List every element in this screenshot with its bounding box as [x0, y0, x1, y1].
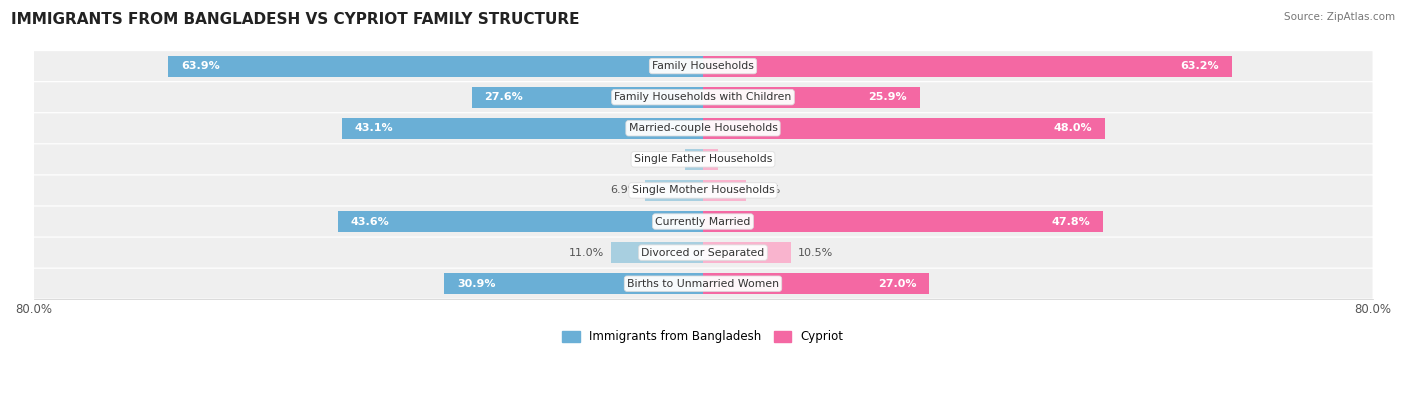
- Text: 47.8%: 47.8%: [1052, 216, 1091, 226]
- Bar: [703, 180, 745, 201]
- Text: Single Father Households: Single Father Households: [634, 154, 772, 164]
- Text: Married-couple Households: Married-couple Households: [628, 123, 778, 133]
- Bar: [612, 242, 703, 263]
- Text: 1.8%: 1.8%: [724, 154, 754, 164]
- Text: 63.9%: 63.9%: [181, 61, 219, 71]
- Text: Family Households: Family Households: [652, 61, 754, 71]
- FancyBboxPatch shape: [34, 82, 1372, 112]
- Bar: [645, 180, 703, 201]
- Bar: [703, 56, 1232, 77]
- Text: 2.1%: 2.1%: [651, 154, 679, 164]
- Text: 48.0%: 48.0%: [1053, 123, 1092, 133]
- Text: 43.6%: 43.6%: [350, 216, 389, 226]
- Bar: [703, 87, 920, 108]
- Bar: [169, 56, 703, 77]
- Text: 30.9%: 30.9%: [457, 279, 495, 289]
- Text: 27.0%: 27.0%: [877, 279, 917, 289]
- Text: IMMIGRANTS FROM BANGLADESH VS CYPRIOT FAMILY STRUCTURE: IMMIGRANTS FROM BANGLADESH VS CYPRIOT FA…: [11, 12, 579, 27]
- FancyBboxPatch shape: [34, 238, 1372, 267]
- Text: 25.9%: 25.9%: [869, 92, 907, 102]
- Bar: [703, 242, 790, 263]
- Bar: [703, 211, 1104, 232]
- FancyBboxPatch shape: [34, 113, 1372, 143]
- Text: 10.5%: 10.5%: [797, 248, 832, 258]
- FancyBboxPatch shape: [34, 145, 1372, 174]
- FancyBboxPatch shape: [34, 51, 1372, 81]
- Text: 43.1%: 43.1%: [354, 123, 394, 133]
- Text: Currently Married: Currently Married: [655, 216, 751, 226]
- Bar: [337, 211, 703, 232]
- Text: 6.9%: 6.9%: [610, 185, 638, 196]
- Legend: Immigrants from Bangladesh, Cypriot: Immigrants from Bangladesh, Cypriot: [558, 325, 848, 348]
- Bar: [472, 87, 703, 108]
- FancyBboxPatch shape: [34, 207, 1372, 237]
- Text: Source: ZipAtlas.com: Source: ZipAtlas.com: [1284, 12, 1395, 22]
- Text: Births to Unmarried Women: Births to Unmarried Women: [627, 279, 779, 289]
- Bar: [703, 149, 718, 170]
- FancyBboxPatch shape: [34, 175, 1372, 205]
- Text: 5.1%: 5.1%: [752, 185, 780, 196]
- Text: Single Mother Households: Single Mother Households: [631, 185, 775, 196]
- Bar: [444, 273, 703, 294]
- Bar: [686, 149, 703, 170]
- Text: Divorced or Separated: Divorced or Separated: [641, 248, 765, 258]
- Text: 63.2%: 63.2%: [1181, 61, 1219, 71]
- FancyBboxPatch shape: [34, 269, 1372, 299]
- Text: 11.0%: 11.0%: [569, 248, 605, 258]
- Bar: [703, 273, 929, 294]
- Bar: [703, 118, 1105, 139]
- Text: 27.6%: 27.6%: [485, 92, 523, 102]
- Text: Family Households with Children: Family Households with Children: [614, 92, 792, 102]
- Bar: [342, 118, 703, 139]
